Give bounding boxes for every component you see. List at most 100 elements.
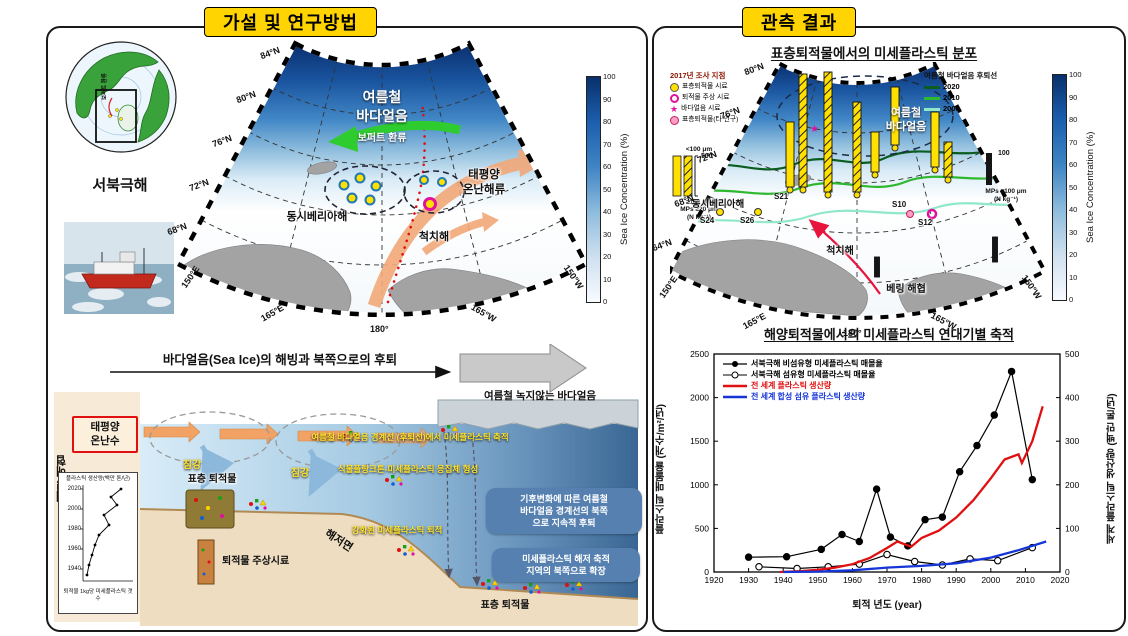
- sediment-core-sample: [197, 539, 215, 585]
- svg-text:200: 200: [1065, 480, 1079, 490]
- station-label: S26: [740, 216, 755, 225]
- pacific-current-label: 태평양 온난해류: [462, 169, 506, 196]
- colorbar-gradient: [1052, 74, 1067, 301]
- core-profile-inset: 플라스틱 생산량(백만 톤/년) 20: [58, 472, 138, 614]
- colorbar-label: Sea Ice Concentration (%): [1085, 131, 1096, 243]
- map-border: [174, 40, 590, 317]
- bering-strait-label: 베링 해협: [886, 284, 926, 295]
- landmass-greenland: [117, 104, 139, 132]
- inset-year-tick: 1980: [67, 526, 81, 532]
- colorbar-tick: 0: [603, 297, 608, 306]
- nonmelting-ice-label: 여름철 녹지않는 바다얼음: [483, 390, 597, 402]
- region-label: 서북극해: [92, 177, 148, 194]
- surface-sediment-sample: [185, 489, 235, 529]
- magenta-star-icon: ★: [670, 104, 679, 114]
- colorbar-ticks: 0 10 20 30 40 50 60 70 80 90 100: [603, 72, 627, 306]
- nonmelting-ice-slab: [437, 399, 639, 430]
- legend-item-label: 표층퇴적물 시료: [682, 83, 728, 90]
- svg-text:1000: 1000: [690, 480, 709, 490]
- map-border: [666, 60, 1048, 320]
- lon-tick: 180°: [370, 324, 389, 334]
- landmass-namerica: [137, 69, 170, 143]
- svg-text:1990: 1990: [947, 575, 966, 585]
- retreat-block-arrow: [459, 343, 587, 393]
- scale-black-bar-icon: [986, 153, 992, 185]
- distribution-map: 2017년 조사 지점 표층퇴적물 시료 퇴적물 주상 시료 ★ 바다얼음 시료 …: [651, 60, 1050, 354]
- schematic-caption: 바다얼음(Sea Ice)의 해빙과 북쪽으로의 후퇴: [162, 353, 398, 367]
- sea-ice-colorbar: 0 10 20 30 40 50 60 70 80 90 100 Sea Ice Concentra…: [1052, 70, 1118, 304]
- colorbar-tick: 90: [1069, 92, 1078, 102]
- legend-label: 전 세계 플라스틱 생산량: [751, 381, 832, 390]
- colorbar-tick: 50: [603, 184, 612, 194]
- colorbar-tick: 90: [603, 94, 612, 104]
- colorbar-tick: 0: [1069, 295, 1074, 304]
- microplastic-bars: [785, 71, 998, 278]
- colorbar-tick: 100: [1069, 70, 1082, 79]
- accumulation-chart-svg: 1920 1930 1940 1950 1960 1970 1980 1990 2000 2010…: [690, 349, 1079, 585]
- sediment-core-label: 퇴적물 주상시료: [222, 556, 290, 567]
- results-panel: 표층퇴적물에서의 미세플라스틱 분포: [651, 26, 1126, 632]
- colorbar-tick: 70: [603, 139, 612, 149]
- ship-hull: [81, 273, 157, 289]
- accumulation-chart-block: 해양퇴적물에서의 미세플라스틱 연대기별 축적 1920 1930 1940 1950…: [656, 324, 1122, 628]
- edge-accumulation-label: 여름철 바다얼음 경계선 (후퇴선)에서 미세플라스틱 축적: [311, 432, 509, 442]
- study-area-map-svg: [174, 40, 590, 317]
- scale-max-value: 100: [998, 150, 1010, 157]
- svg-text:400: 400: [1065, 393, 1079, 403]
- open-circle-line-icon: [723, 371, 747, 379]
- colorbar-tick: 10: [1069, 272, 1078, 282]
- right-panel-title: 관측 결과: [742, 7, 857, 37]
- colorbar-tick: 60: [1069, 160, 1078, 169]
- station-label: S24: [700, 216, 715, 225]
- chukchi-sea-label: 척치해: [418, 231, 450, 243]
- inset-title: 플라스틱 생산량(백만 톤/년): [66, 476, 130, 482]
- legend-item-label: 바다얼음 시료: [681, 105, 721, 112]
- station-label: S12: [918, 218, 933, 227]
- svg-text:2500: 2500: [690, 349, 709, 359]
- process-schematic-svg: [54, 343, 639, 626]
- sea-ice-zone-ellipse: [776, 75, 954, 157]
- retreat-year: 2020: [943, 82, 960, 91]
- warm-inflow-arrows: [143, 421, 433, 449]
- mp-scale-100um: 100 MPs ≥100 μm (N kg⁻¹): [970, 150, 1042, 204]
- svg-text:0: 0: [704, 567, 709, 577]
- gyre-mini-label: 보퍼트 환류: [102, 73, 108, 100]
- colorbar-tick: 10: [603, 274, 612, 284]
- station-markers: [338, 172, 447, 211]
- svg-text:1960: 1960: [843, 575, 862, 585]
- inset-year-tick: 2020: [67, 486, 81, 492]
- legend-item-label: 퇴적물 주상 시료: [682, 94, 730, 101]
- left-panel-title: 가설 및 연구방법: [204, 7, 377, 37]
- y-axis-label-left: 플라스틱 매몰율 (개수/m²/년): [656, 404, 667, 534]
- retreat-year: 2000: [943, 104, 960, 113]
- landmass-eurasia: [75, 51, 159, 119]
- x-axis-label: 퇴적 년도 (year): [852, 600, 922, 611]
- icebreaker-photo: [64, 222, 174, 314]
- study-area-box: [95, 89, 137, 143]
- east-siberian-sea-label: 동시베리아해: [286, 211, 348, 223]
- svg-text:2000: 2000: [981, 575, 1000, 585]
- inset-year-tick: 1940: [67, 566, 81, 572]
- svg-text:1970: 1970: [878, 575, 897, 585]
- inset-year-tick: 1960: [67, 546, 81, 552]
- surface-sediment-label-1: 표층 퇴적물: [187, 474, 237, 485]
- aggregation-label: 식물플랑크톤-미세플라스틱 응집체 형성: [337, 464, 479, 474]
- settling-dashed-arrow: [443, 431, 453, 579]
- colorbar-tick: 20: [603, 252, 612, 261]
- enhanced-deposition-label: 강화된 미세플라스틱 퇴적: [351, 525, 443, 535]
- colorbar-tick: 80: [603, 117, 612, 126]
- scale-bars-icon: [672, 155, 698, 197]
- retreat-2010-line-icon: [924, 96, 940, 100]
- distribution-map-svg: [666, 60, 1048, 320]
- scale-caption: MPs ≥20 μm (N kg⁻¹): [680, 206, 718, 222]
- note-expansion: 미세플라스틱 해저 축적 지역의 북쪽으로 확장: [492, 548, 640, 583]
- colorbar-tick: 70: [1069, 137, 1078, 147]
- station-group-ellipse-2: [403, 170, 465, 214]
- sinking-label-2: 침강: [290, 468, 310, 479]
- sinking-arrow: [199, 444, 235, 491]
- colorbar-ticks: 0 10 20 30 40 50 60 70 80 90 100: [1069, 70, 1093, 304]
- note-retreat: 기후변화에 따른 여름철 바다얼음 경계선의 북쪽 으로 지속적 후퇴: [486, 488, 642, 535]
- svg-text:1500: 1500: [690, 436, 709, 446]
- settling-dashed-arrow: [471, 435, 481, 587]
- svg-text:300: 300: [1065, 436, 1079, 446]
